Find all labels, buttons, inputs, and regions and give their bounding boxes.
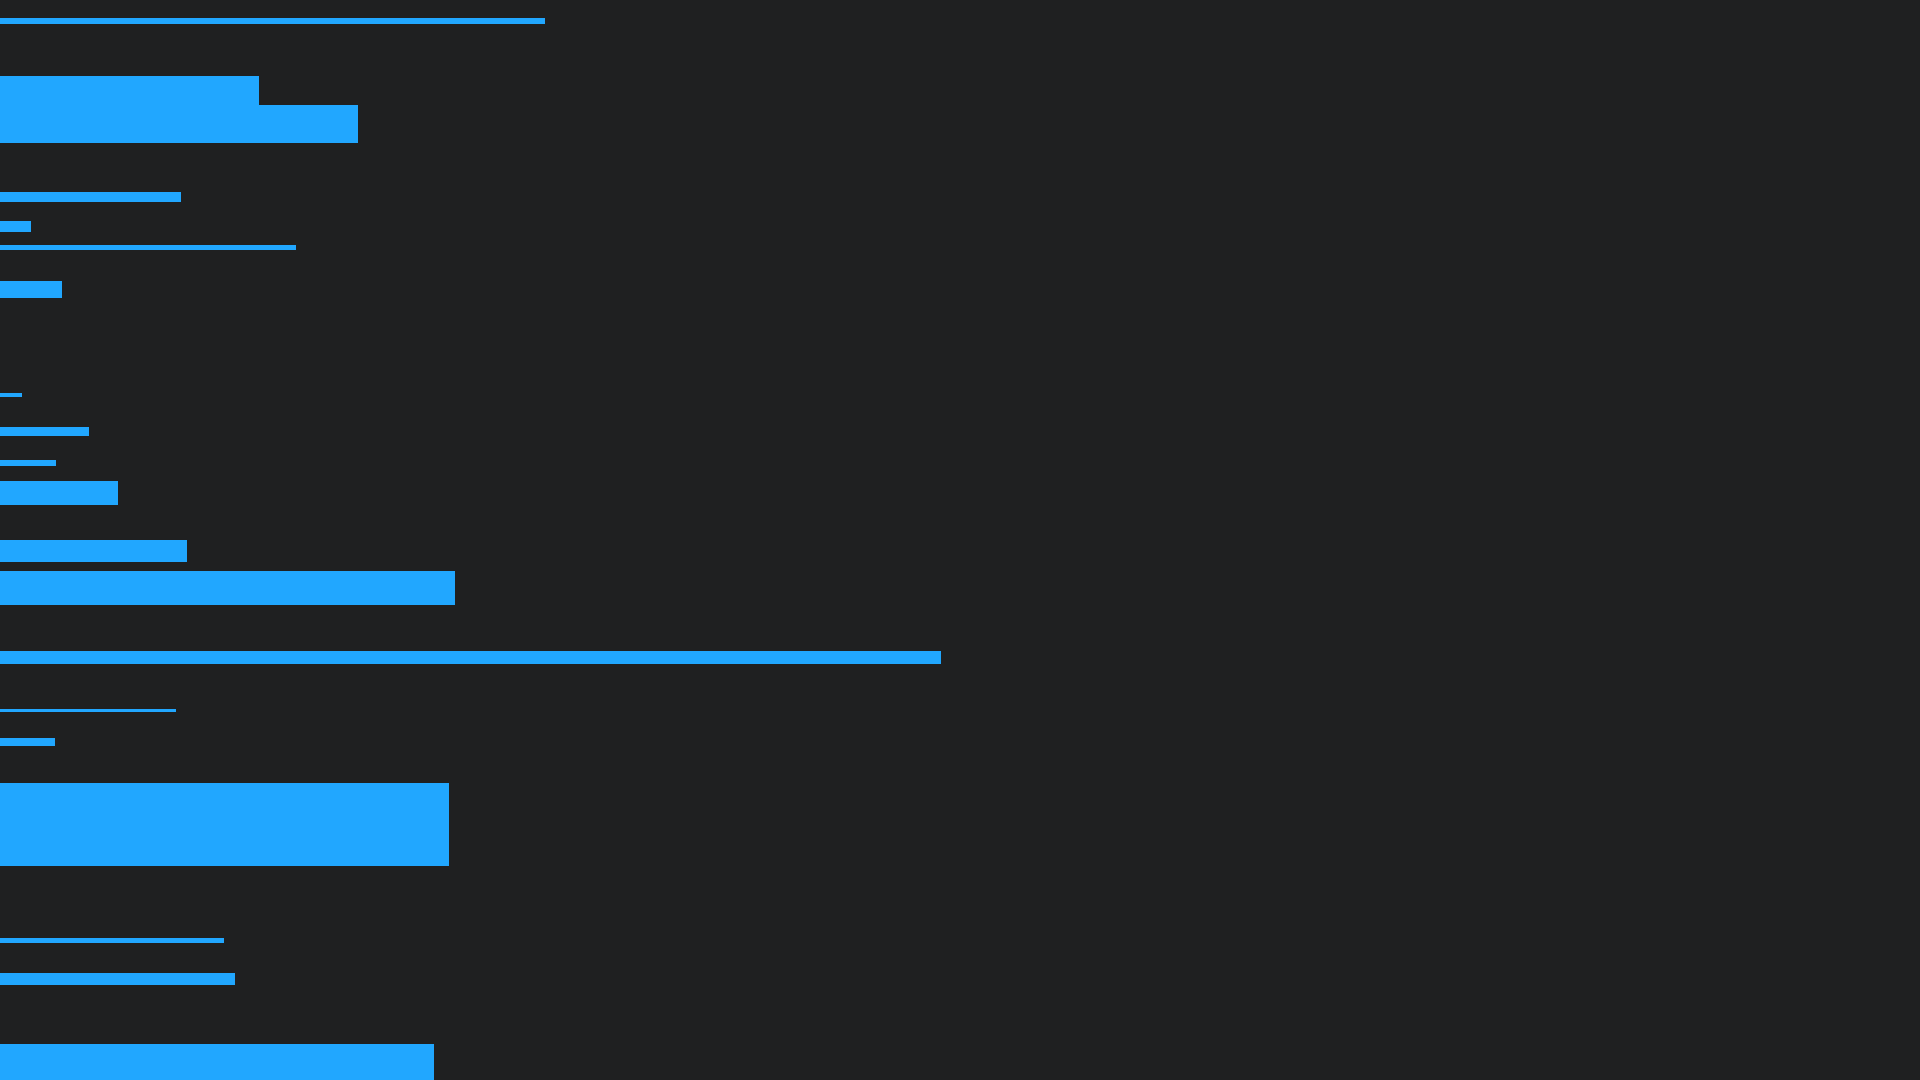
highlight-bar-8 <box>0 393 22 397</box>
highlight-bar-2 <box>0 76 259 106</box>
highlight-bar-7 <box>0 281 62 298</box>
highlight-bar-18 <box>0 938 224 943</box>
highlight-bar-4 <box>0 192 181 202</box>
highlight-bar-5 <box>0 221 31 232</box>
highlight-bar-9 <box>0 427 89 436</box>
highlight-bar-17 <box>0 783 449 866</box>
highlight-bar-15 <box>0 709 176 712</box>
highlight-bar-1 <box>0 18 545 24</box>
highlight-bar-3 <box>0 105 358 143</box>
highlight-bar-14 <box>0 651 941 664</box>
highlight-bar-6 <box>0 245 296 250</box>
highlight-bar-10 <box>0 460 56 466</box>
highlight-bar-13 <box>0 571 455 605</box>
highlight-bar-12 <box>0 540 187 562</box>
highlight-bar-20 <box>0 1044 434 1080</box>
highlight-bar-19 <box>0 973 235 985</box>
highlight-bar-16 <box>0 738 55 746</box>
highlight-bar-11 <box>0 481 118 505</box>
